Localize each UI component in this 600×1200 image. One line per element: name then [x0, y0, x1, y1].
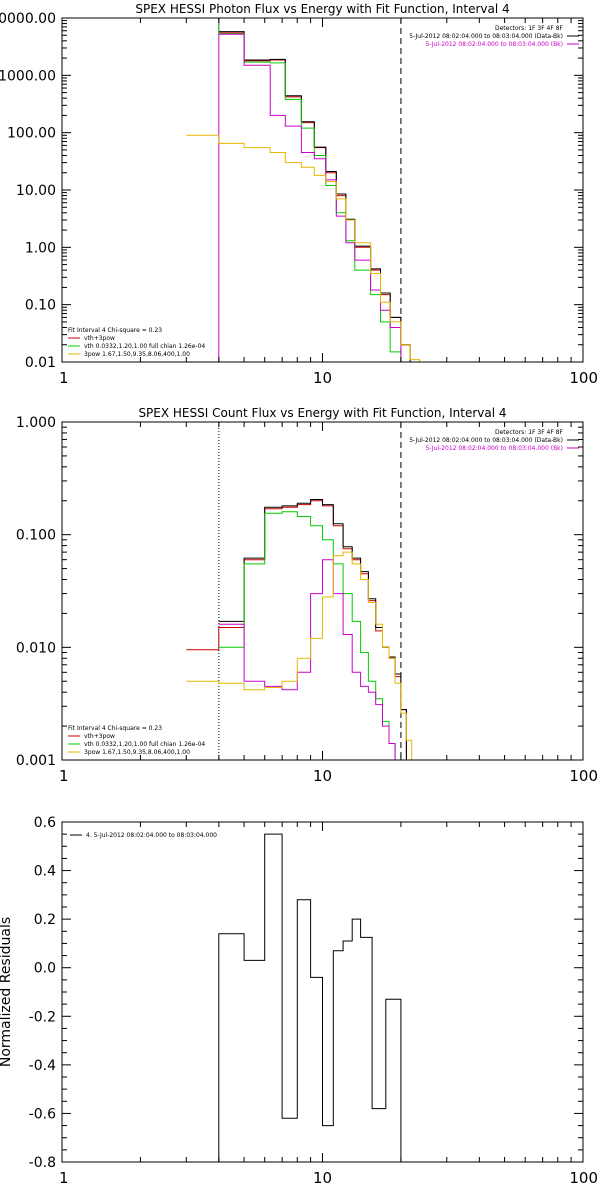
legend-label: vth+3pow [84, 335, 115, 342]
y-tick-label: 1.000 [16, 415, 56, 431]
y-tick-label: 0.01 [25, 355, 56, 371]
series-line-1 [218, 833, 402, 1162]
info-line: 5-Jul-2012 08:02:04.000 to 08:03:04.000 … [425, 41, 563, 48]
legend-label: 3pow 1.67,1.50,9.35,8.06,400,1.00 [84, 351, 190, 358]
y-tick-label: 0.4 [34, 864, 56, 880]
y-tick-label: -0.2 [29, 1009, 56, 1025]
y-tick-label: 0.010 [16, 640, 56, 656]
y-tick-label: 0.10 [25, 298, 56, 314]
x-tick-label: 1 [59, 369, 69, 387]
info-line: 5-Jul-2012 08:02:04.000 to 08:03:04.000 … [409, 33, 563, 40]
plot-area [186, 18, 430, 362]
y-tick-label: 0.100 [16, 528, 56, 544]
legend-label: 3pow 1.67,1.50,9.35,8.06,400,1.00 [84, 749, 190, 756]
legend-title: Fit Interval 4 Chi-square = 0.23 [68, 327, 162, 334]
series-line-3 [186, 18, 411, 362]
y-axis-label: Normalized Residuals [0, 917, 14, 1067]
series-line-2 [218, 31, 411, 362]
y-tick-label: 0.0 [34, 961, 56, 977]
x-tick-label: 10 [313, 369, 332, 387]
info-line: 5-Jul-2012 08:02:04.000 to 08:03:04.000 … [425, 445, 563, 452]
series-line-4 [218, 559, 402, 760]
legend-label: vth+3pow [84, 733, 115, 740]
chart-title: SPEX HESSI Photon Flux vs Energy with Fi… [135, 2, 509, 16]
legend-label: 4. 5-Jul-2012 08:02:04.000 to 08:03:04.0… [86, 832, 217, 839]
series-line-1 [218, 32, 411, 362]
axes-frame [61, 17, 584, 363]
info-line: Detectors: 1F 3F 4F 8F [495, 429, 564, 436]
series-line-5 [186, 134, 430, 362]
y-tick-label: 100.00 [7, 126, 56, 142]
plot-area [186, 422, 422, 760]
series-line-4 [218, 33, 411, 362]
y-tick-label: 0.2 [34, 912, 56, 928]
x-tick-label: 1 [59, 1169, 69, 1187]
info-line: 5-Jul-2012 08:02:04.000 to 08:03:04.000 … [409, 437, 563, 444]
x-tick-label: 100 [569, 767, 598, 785]
x-tick-label: 100 [569, 1169, 598, 1187]
x-tick-label: 1 [59, 767, 69, 785]
y-tick-label: -0.8 [29, 1155, 56, 1171]
series-line-3 [218, 511, 401, 760]
legend-label: vth 0.0332,1.20,1.00 full chian 1.26e-04 [84, 343, 205, 350]
x-tick-label: 10 [313, 767, 332, 785]
y-tick-label: -0.4 [29, 1058, 56, 1074]
x-tick-label: 100 [569, 369, 598, 387]
y-tick-label: 1000.00 [0, 68, 56, 84]
chart-panel-2: 1 10 100 1.000 0.100 0.010 0.001 SPEX HESSI Cou… [16, 406, 598, 785]
y-tick-label: 0.001 [16, 753, 56, 769]
y-tick-label: 0.6 [34, 815, 56, 831]
info-line: Detectors: 1F 3F 4F 8F [495, 25, 564, 32]
series-line-5 [186, 551, 422, 760]
y-tick-label: 10.00 [16, 183, 56, 199]
y-tick-label: -0.6 [29, 1106, 56, 1122]
y-tick-label: 1.00 [25, 240, 56, 256]
series-line-2 [218, 499, 407, 760]
x-tick-label: 10 [313, 1169, 332, 1187]
legend-label: vth 0.0332,1.20,1.00 full chian 1.26e-04 [84, 741, 205, 748]
chart-panel-3: 1 10 100 0.6 0.4 0.2 0.0 -0.2 -0.4 -0.6 -0.8 Normal… [0, 815, 598, 1187]
plot-area [218, 833, 402, 1162]
chart-title: SPEX HESSI Count Flux vs Energy with Fit… [138, 406, 506, 420]
legend-title: Fit Interval 4 Chi-square = 0.23 [68, 725, 162, 732]
